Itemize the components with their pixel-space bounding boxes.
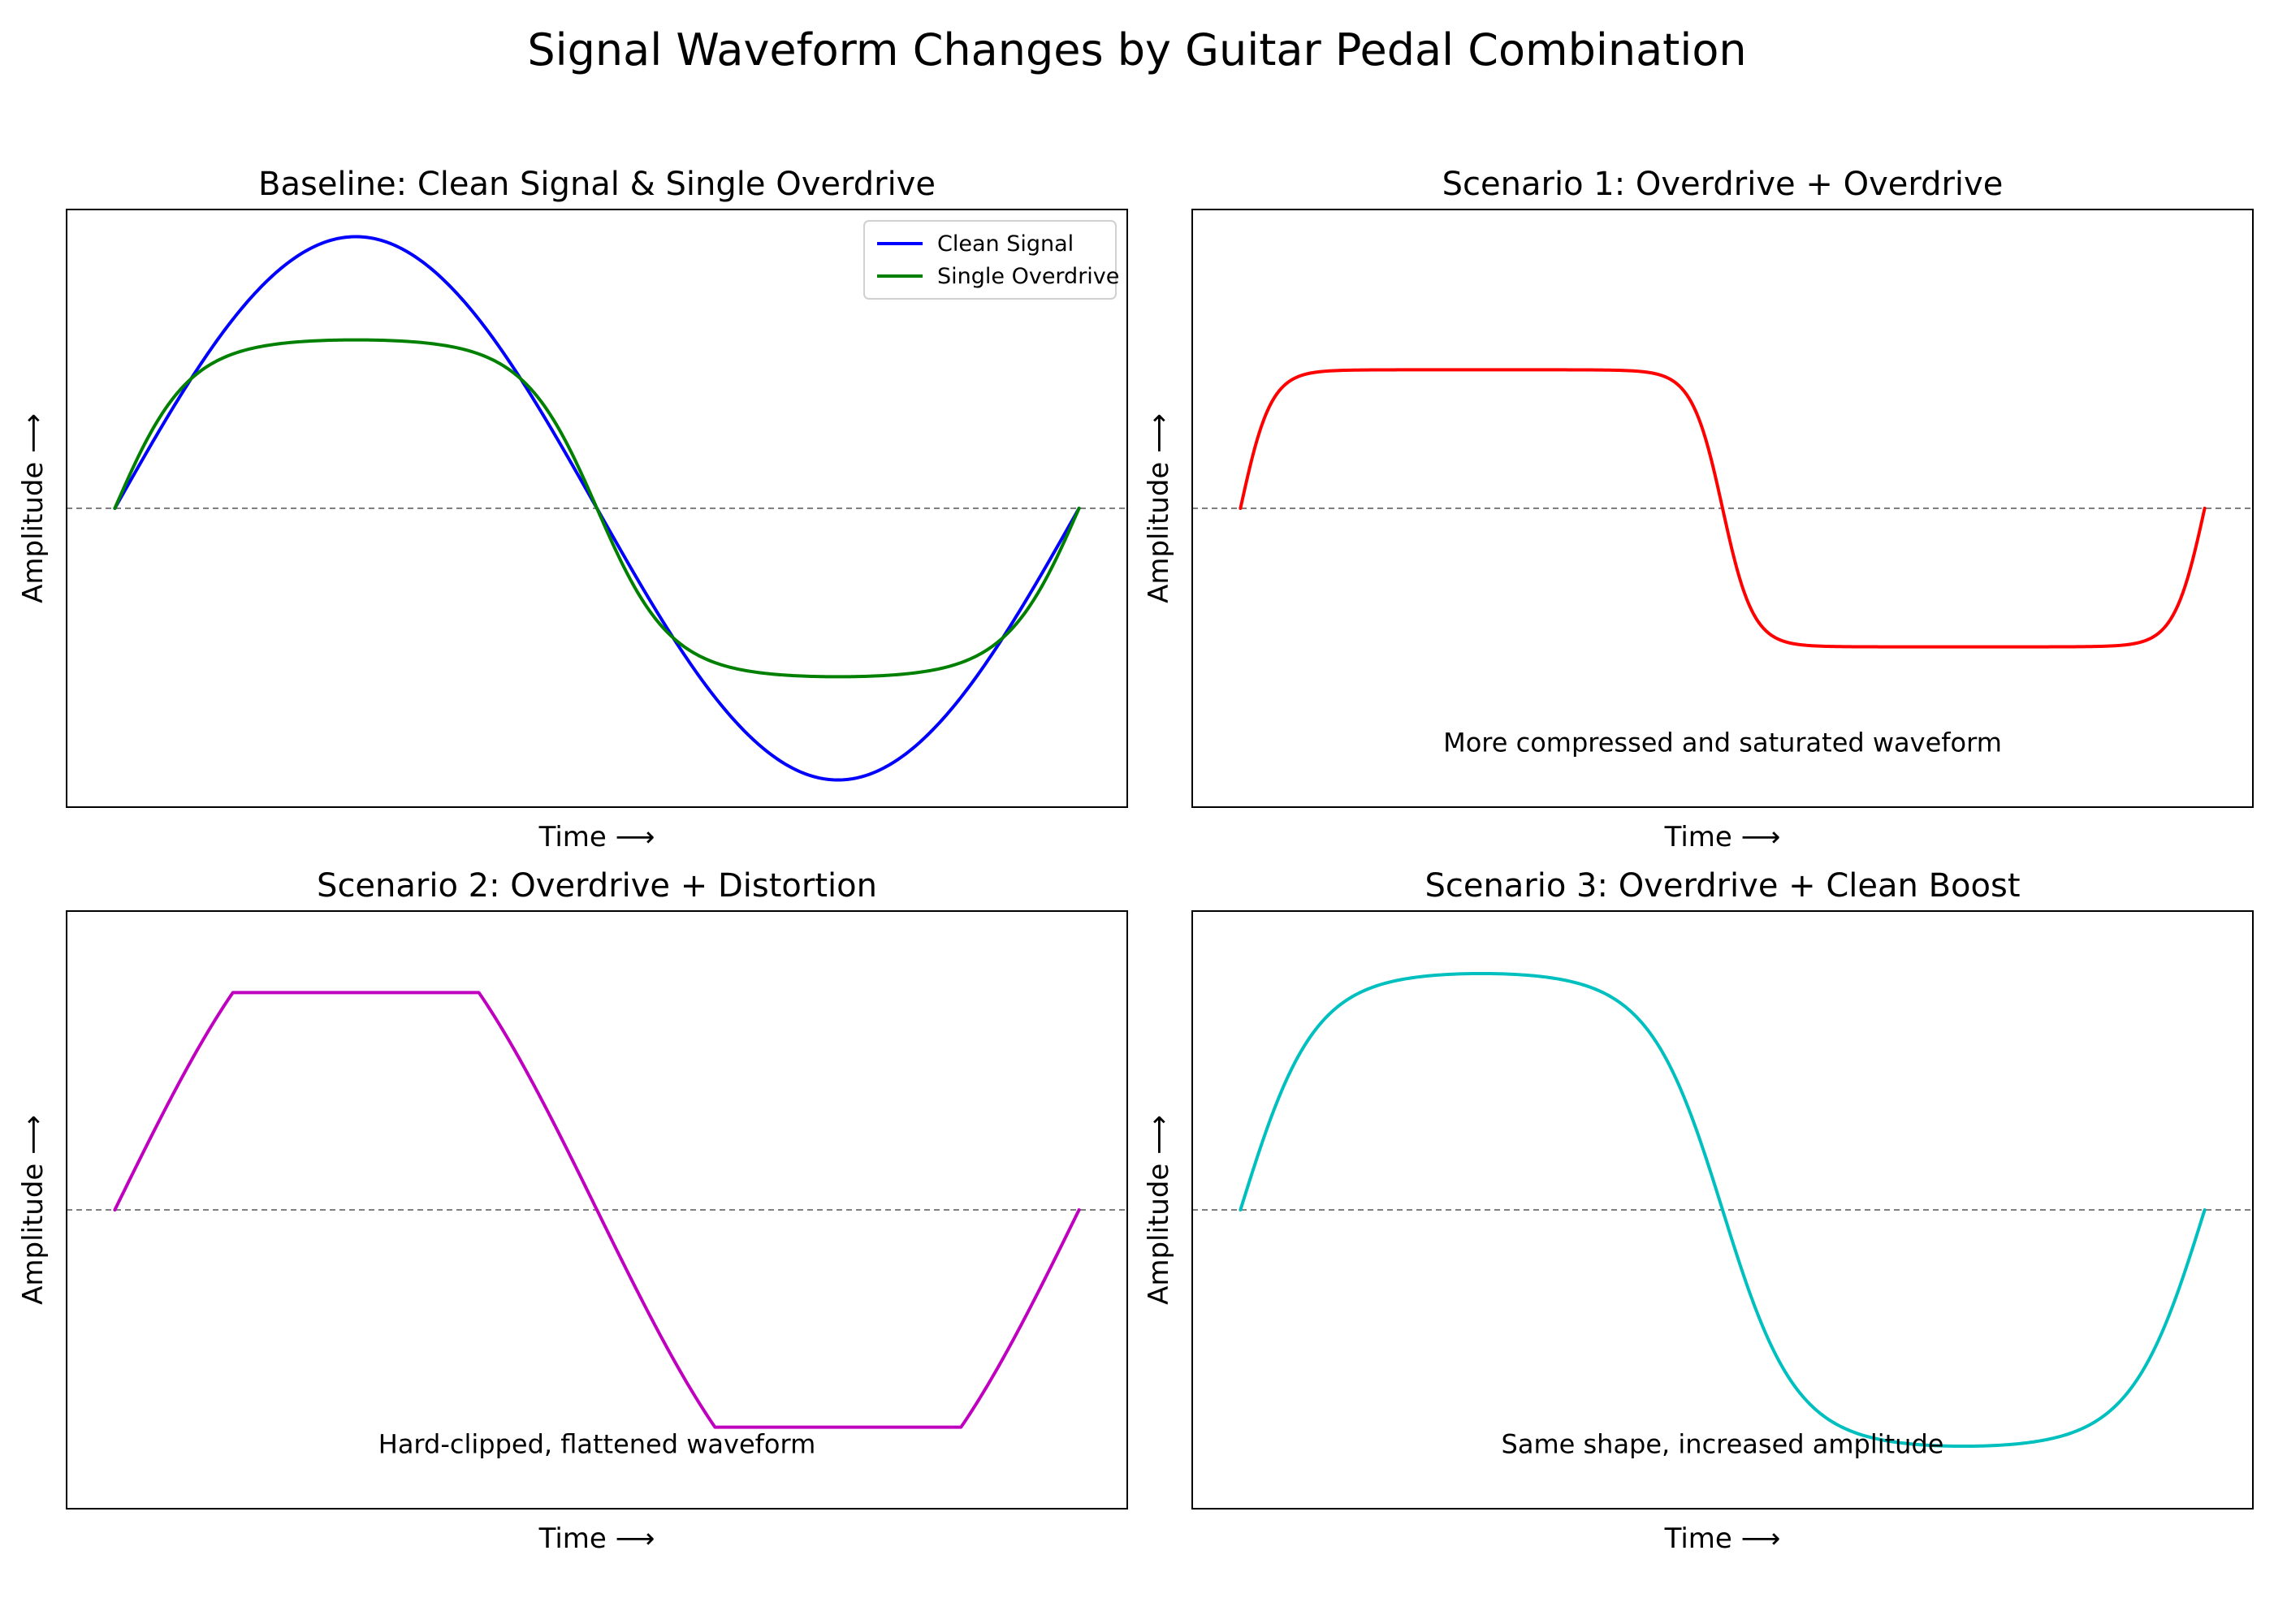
panel-title: Scenario 3: Overdrive + Clean Boost bbox=[1424, 867, 2020, 905]
y-axis-label: Amplitude ⟶ bbox=[17, 413, 50, 603]
y-axis-label: Amplitude ⟶ bbox=[1143, 413, 1175, 603]
series-line-3 bbox=[1239, 971, 2207, 1449]
chart-panel-1: Scenario 1: Overdrive + Overdrive Time ⟶ A… bbox=[1143, 166, 2254, 853]
series-line-1 bbox=[1239, 368, 2207, 649]
figure-title: Signal Waveform Changes by Guitar Pedal … bbox=[527, 24, 1747, 76]
plot-frame bbox=[1191, 910, 2254, 1510]
x-axis-label: Time ⟶ bbox=[538, 821, 655, 853]
legend-entry: Single Overdrive bbox=[937, 264, 1119, 289]
panel-title: Baseline: Clean Signal & Single Overdriv… bbox=[258, 166, 936, 203]
legend: Clean Signal Single Overdrive bbox=[863, 220, 1119, 300]
annotation-text: Same shape, increased amplitude bbox=[1502, 1429, 1944, 1460]
y-axis-label: Amplitude ⟶ bbox=[17, 1115, 50, 1305]
x-axis-label: Time ⟶ bbox=[1664, 821, 1781, 853]
panel-title: Scenario 2: Overdrive + Distortion bbox=[317, 867, 877, 905]
plot-frame bbox=[66, 209, 1128, 808]
series-line-single-overdrive bbox=[113, 338, 1081, 679]
chart-panel-0: Baseline: Clean Signal & Single Overdriv… bbox=[17, 166, 1128, 853]
x-axis-label: Time ⟶ bbox=[538, 1522, 655, 1555]
annotation-text: More compressed and saturated waveform bbox=[1443, 728, 2002, 758]
panel-title: Scenario 1: Overdrive + Overdrive bbox=[1442, 166, 2004, 203]
chart-panel-2: Scenario 2: Overdrive + Distortion Time ⟶… bbox=[17, 867, 1128, 1555]
plot-frame bbox=[66, 910, 1128, 1510]
legend-box bbox=[863, 220, 1117, 300]
plot-frame bbox=[1191, 209, 2254, 808]
annotation-text: Hard-clipped, flattened waveform bbox=[378, 1429, 815, 1460]
legend-entry: Clean Signal bbox=[937, 231, 1074, 257]
x-axis-label: Time ⟶ bbox=[1664, 1522, 1781, 1555]
chart-panel-3: Scenario 3: Overdrive + Clean Boost Time … bbox=[1143, 867, 2254, 1555]
y-axis-label: Amplitude ⟶ bbox=[1143, 1115, 1175, 1305]
series-line-2 bbox=[113, 991, 1081, 1429]
